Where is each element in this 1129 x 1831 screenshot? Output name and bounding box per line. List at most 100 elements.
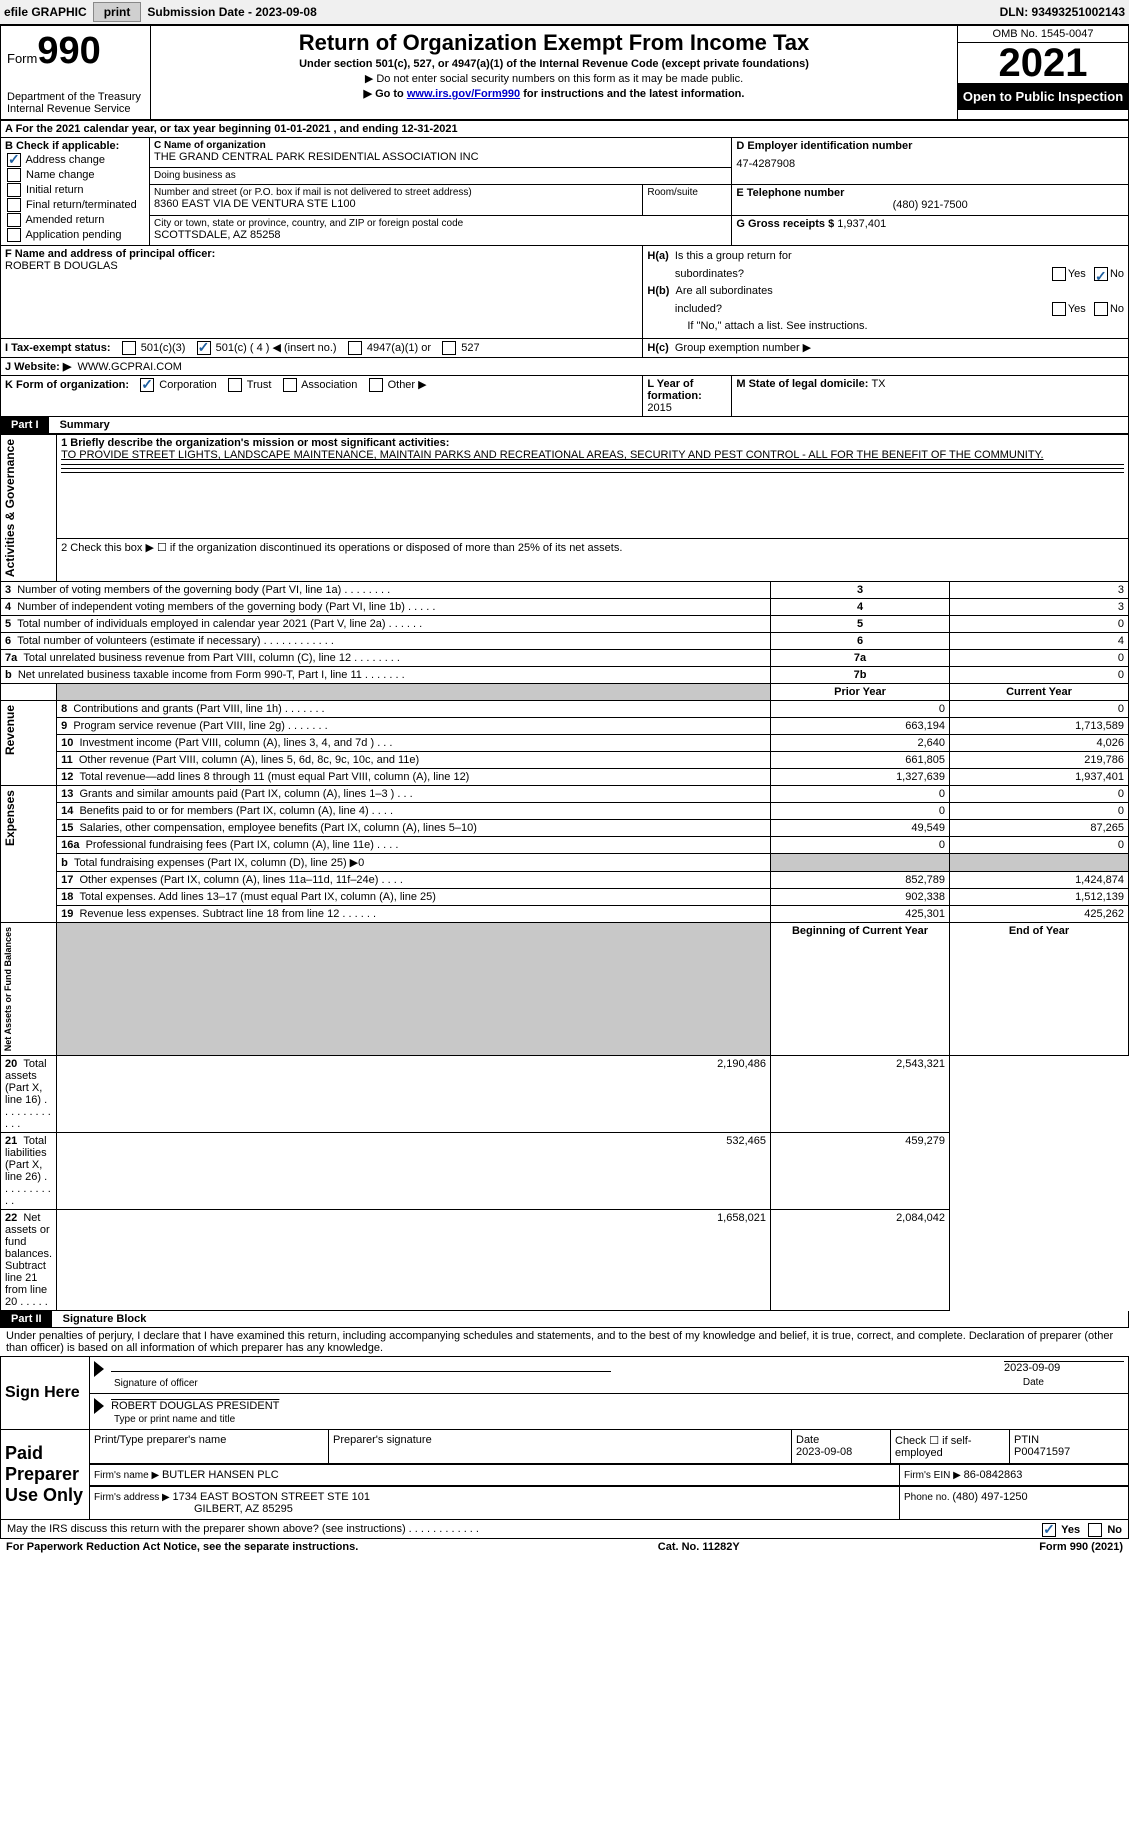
form-header: Form990 Department of the Treasury Inter… [0, 25, 1129, 120]
checkbox[interactable] [7, 183, 21, 197]
summary-row: 7a Total unrelated business revenue from… [1, 650, 1129, 667]
inspection-box: Open to Public Inspection [958, 83, 1128, 110]
period-line: A For the 2021 calendar year, or tax yea… [1, 121, 1129, 138]
section-c-city: City or town, state or province, country… [150, 216, 732, 246]
summary-row: 21 Total liabilities (Part X, line 26) .… [1, 1133, 1129, 1210]
top-toolbar: efile GRAPHIC print Submission Date - 20… [0, 0, 1129, 25]
col-begin: Beginning of Current Year [771, 923, 950, 1056]
efile-label: efile GRAPHIC [4, 5, 87, 19]
part1-badge: Part I [1, 417, 49, 433]
summary-row: 16a Professional fundraising fees (Part … [1, 837, 1129, 854]
checkbox-row: Final return/terminated [5, 198, 145, 212]
note-1: ▶ Do not enter social security numbers o… [157, 72, 951, 85]
section-c-name: C Name of organization THE GRAND CENTRAL… [150, 138, 732, 168]
section-c-dba: Doing business as [150, 167, 732, 184]
sign-here-label: Sign Here [1, 1357, 90, 1430]
title-column: Return of Organization Exempt From Incom… [151, 26, 958, 119]
summary-row: 19 Revenue less expenses. Subtract line … [1, 906, 1129, 923]
summary-row: 9 Program service revenue (Part VIII, li… [1, 718, 1129, 735]
part2-title: Signature Block [55, 1313, 147, 1325]
year-column: OMB No. 1545-0047 2021 Open to Public In… [958, 26, 1128, 119]
section-hc: H(c) Group exemption number ▶ [643, 338, 1129, 357]
section-b-heading: B Check if applicable: [5, 140, 145, 152]
summary-row: Revenue8 Contributions and grants (Part … [1, 701, 1129, 718]
summary-row: 4 Number of independent voting members o… [1, 599, 1129, 616]
summary-row: 5 Total number of individuals employed i… [1, 616, 1129, 633]
section-f: F Name and address of principal officer:… [1, 246, 643, 339]
checkbox[interactable] [7, 168, 21, 182]
ha-no[interactable] [1094, 267, 1108, 281]
dln-label: DLN: 93493251002143 [1000, 5, 1125, 19]
entity-info-table: A For the 2021 calendar year, or tax yea… [0, 120, 1129, 417]
paid-preparer-label: Paid Preparer Use Only [1, 1430, 90, 1520]
side-label-exp: Expenses [1, 786, 19, 850]
summary-row: 22 Net assets or fund balances. Subtract… [1, 1210, 1129, 1311]
section-l: L Year of formation: 2015 [643, 376, 732, 417]
footer-center: Cat. No. 11282Y [658, 1541, 740, 1553]
part1-line1: 1 Briefly describe the organization's mi… [57, 435, 1129, 539]
irs-link[interactable]: www.irs.gov/Form990 [407, 88, 520, 100]
perjury-text: Under penalties of perjury, I declare th… [0, 1328, 1129, 1356]
summary-row: 17 Other expenses (Part IX, column (A), … [1, 872, 1129, 889]
summary-row: 11 Other revenue (Part VIII, column (A),… [1, 752, 1129, 769]
summary-row: 18 Total expenses. Add lines 13–17 (must… [1, 889, 1129, 906]
part2-badge: Part II [1, 1311, 52, 1327]
part1-header-row: Part I Summary [0, 417, 1129, 434]
section-c-room: Room/suite [643, 185, 732, 216]
summary-row: b Total fundraising expenses (Part IX, c… [1, 854, 1129, 872]
submission-date: Submission Date - 2023-09-08 [147, 5, 316, 19]
section-m: M State of legal domicile: TX [732, 376, 1129, 417]
summary-row: 14 Benefits paid to or for members (Part… [1, 803, 1129, 820]
department-label: Department of the Treasury Internal Reve… [7, 91, 144, 115]
form-number: 990 [37, 30, 100, 72]
col-current: Current Year [950, 684, 1129, 701]
footer-left: For Paperwork Reduction Act Notice, see … [6, 1541, 358, 1553]
section-b: B Check if applicable: Address change Na… [1, 138, 150, 246]
summary-row: 6 Total number of volunteers (estimate i… [1, 633, 1129, 650]
checkbox[interactable] [7, 213, 21, 227]
section-k: K Form of organization: Corporation Trus… [1, 376, 643, 417]
summary-row: 20 Total assets (Part X, line 16) . . . … [1, 1056, 1129, 1133]
checkbox-row: Name change [5, 168, 145, 182]
part2-header-row: Part II Signature Block [0, 1311, 1129, 1328]
hb-no[interactable] [1094, 302, 1108, 316]
summary-row: 10 Investment income (Part VIII, column … [1, 735, 1129, 752]
section-e: E Telephone number (480) 921-7500 [732, 185, 1129, 216]
part1-table: Activities & Governance 1 Briefly descri… [0, 434, 1129, 1311]
section-d: D Employer identification number 47-4287… [732, 138, 1129, 185]
section-j: J Website: ▶ WWW.GCPRAI.COM [1, 358, 1129, 376]
checkbox-row: Amended return [5, 213, 145, 227]
checkbox-row: Initial return [5, 183, 145, 197]
checkbox[interactable] [7, 228, 21, 242]
discuss-no[interactable] [1088, 1523, 1102, 1537]
hb-yes[interactable] [1052, 302, 1066, 316]
discuss-yes[interactable] [1042, 1523, 1056, 1537]
col-end: End of Year [950, 923, 1129, 1056]
part1-title: Summary [52, 419, 110, 431]
section-c-street: Number and street (or P.O. box if mail i… [150, 185, 643, 216]
arrow-icon [94, 1361, 104, 1377]
checkbox-row: Address change [5, 153, 145, 167]
checkbox[interactable] [7, 198, 21, 212]
page-footer: For Paperwork Reduction Act Notice, see … [0, 1539, 1129, 1555]
summary-row: 3 Number of voting members of the govern… [1, 582, 1129, 599]
arrow-icon [94, 1398, 104, 1414]
form-label: Form [7, 51, 37, 66]
side-label-rev: Revenue [1, 701, 19, 759]
section-g: G Gross receipts $ 1,937,401 [732, 216, 1129, 246]
footer-right: Form 990 (2021) [1039, 1541, 1123, 1553]
checkbox-row: Application pending [5, 228, 145, 242]
summary-row: 15 Salaries, other compensation, employe… [1, 820, 1129, 837]
signature-table: Sign Here 2023-09-09 Signature of office… [0, 1356, 1129, 1520]
tax-year: 2021 [958, 43, 1128, 83]
ha-yes[interactable] [1052, 267, 1066, 281]
discuss-line: May the IRS discuss this return with the… [0, 1520, 1129, 1539]
checkbox[interactable] [7, 153, 21, 167]
section-h: H(a) Is this a group return for subordin… [643, 246, 1129, 339]
summary-row: b Net unrelated business taxable income … [1, 667, 1129, 684]
col-prior: Prior Year [771, 684, 950, 701]
print-button[interactable]: print [93, 2, 142, 22]
main-title: Return of Organization Exempt From Incom… [157, 30, 951, 56]
summary-row: 12 Total revenue—add lines 8 through 11 … [1, 769, 1129, 786]
subtitle: Under section 501(c), 527, or 4947(a)(1)… [157, 58, 951, 70]
